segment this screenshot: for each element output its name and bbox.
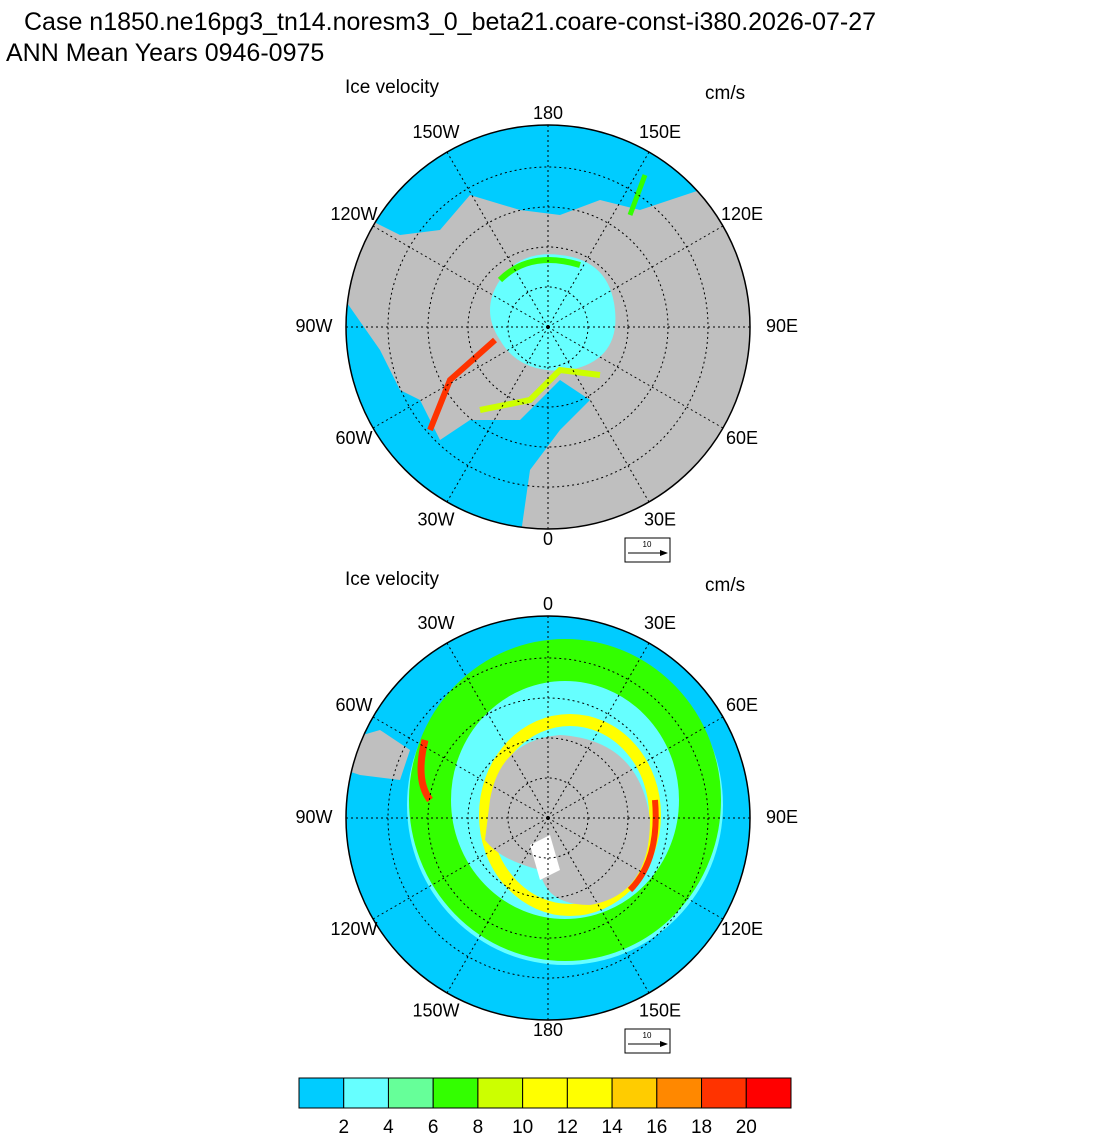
north-map xyxy=(346,125,750,529)
colorbar-box xyxy=(387,1077,434,1109)
longitude-label: 150E xyxy=(639,122,681,142)
panel-title: Ice velocity xyxy=(345,77,439,98)
case-title: Case n1850.ne16pg3_tn14.noresm3_0_beta21… xyxy=(24,8,876,36)
colorbar-label: 20 xyxy=(736,1117,757,1138)
meridian xyxy=(446,326,549,503)
meridian xyxy=(547,151,650,328)
colorbar-label: 10 xyxy=(512,1117,533,1138)
longitude-label: 30E xyxy=(644,510,676,530)
longitude-label: 180 xyxy=(533,103,563,123)
meridian xyxy=(547,642,650,819)
longitude-label: 150W xyxy=(412,122,459,142)
colorbar-box xyxy=(611,1077,658,1109)
colorbar-label: 16 xyxy=(646,1117,667,1138)
longitude-label: 60W xyxy=(336,695,373,715)
longitude-label: 90W xyxy=(295,807,332,827)
colorbar-box xyxy=(745,1077,792,1109)
longitude-label: 60E xyxy=(726,695,758,715)
longitude-label: 120W xyxy=(330,919,377,939)
meridian xyxy=(372,326,549,429)
meridian xyxy=(547,817,724,920)
panel-title: Ice velocity xyxy=(345,569,439,590)
longitude-label: 120E xyxy=(721,919,763,939)
reference-vector-label: 10 xyxy=(643,1031,652,1040)
ice-drift xyxy=(417,739,433,803)
ice-drift xyxy=(427,337,497,432)
longitude-label: 30E xyxy=(644,613,676,633)
meridian xyxy=(547,225,724,328)
meridian xyxy=(547,716,724,819)
longitude-label: 0 xyxy=(543,529,553,549)
south-map xyxy=(346,616,750,1020)
map-border xyxy=(345,615,751,1021)
meridian xyxy=(446,151,549,328)
longitude-label: 60E xyxy=(726,428,758,448)
units: cm/s xyxy=(705,575,745,596)
meridian xyxy=(372,817,549,920)
ice-drift xyxy=(479,366,601,413)
ice-drift xyxy=(627,174,648,216)
meridian xyxy=(547,326,650,503)
longitude-label: 30W xyxy=(417,613,454,633)
meridian xyxy=(372,716,549,819)
meridian xyxy=(446,642,549,819)
longitude-label: 90W xyxy=(295,316,332,336)
longitude-label: 120E xyxy=(721,204,763,224)
longitude-label: 0 xyxy=(543,594,553,614)
meridian xyxy=(547,326,724,429)
meridian xyxy=(372,225,549,328)
colorbar-box xyxy=(522,1077,568,1109)
meridian xyxy=(446,817,549,994)
colorbar-box xyxy=(701,1077,747,1109)
longitude-label: 180 xyxy=(533,1020,563,1040)
colorbar-label: 6 xyxy=(428,1117,439,1138)
ice-drift xyxy=(497,257,581,283)
units: cm/s xyxy=(705,83,745,104)
meridian xyxy=(547,817,650,994)
longitude-label: 150E xyxy=(639,1001,681,1021)
period-title: ANN Mean Years 0946-0975 xyxy=(6,39,324,67)
colorbar-label: 14 xyxy=(602,1117,624,1138)
longitude-label: 60W xyxy=(336,428,373,448)
colorbar-label: 4 xyxy=(383,1117,394,1138)
longitude-label: 30W xyxy=(417,510,454,530)
colorbar-label: 8 xyxy=(473,1117,484,1138)
antarctica xyxy=(485,735,650,905)
colorbar-box xyxy=(432,1077,479,1109)
longitude-label: 90E xyxy=(766,807,798,827)
reference-vector-label: 10 xyxy=(643,540,652,549)
colorbar-label: 2 xyxy=(338,1117,349,1138)
longitude-label: 90E xyxy=(766,316,798,336)
map-border xyxy=(345,124,751,530)
longitude-label: 120W xyxy=(330,204,377,224)
colorbar-label: 12 xyxy=(557,1117,578,1138)
longitude-label: 150W xyxy=(412,1001,459,1021)
colorbar-label: 18 xyxy=(691,1117,712,1138)
colorbar-box xyxy=(298,1077,345,1109)
ice-drift xyxy=(627,799,659,893)
colorbar-box xyxy=(656,1077,703,1109)
colorbar-box xyxy=(477,1077,524,1109)
colorbar-box xyxy=(343,1077,389,1109)
arctic-ice xyxy=(490,254,616,371)
colorbar-box xyxy=(566,1077,613,1109)
